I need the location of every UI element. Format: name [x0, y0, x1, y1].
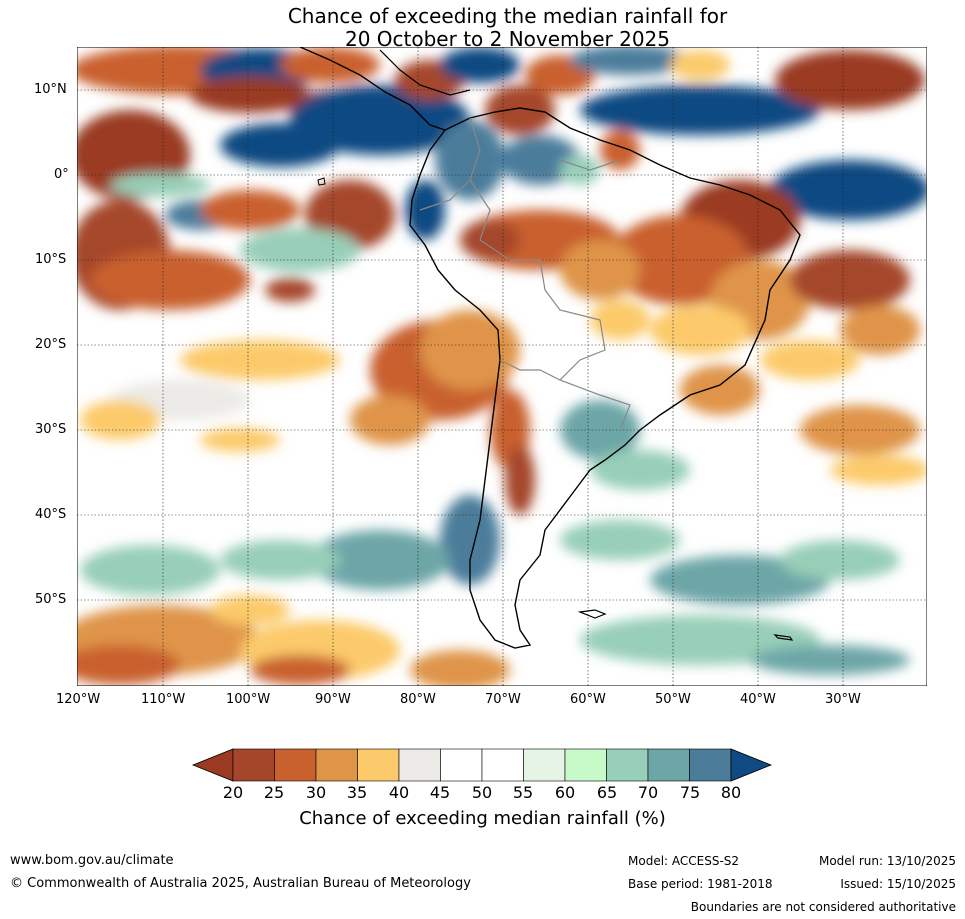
south-america-coastline [409, 107, 801, 649]
colorbar-tick: 25 [263, 783, 285, 802]
lon-label: 100°W [226, 692, 271, 707]
colorbar-segment [357, 748, 400, 782]
lat-label: 50°S [35, 592, 67, 607]
lon-label: 40°W [740, 692, 776, 707]
footer-url[interactable]: www.bom.gov.au/climate [10, 853, 174, 868]
lon-label: 110°W [141, 692, 186, 707]
colorbar-tick: 40 [388, 783, 410, 802]
colorbar-segment [315, 748, 358, 782]
lon-label: 80°W [400, 692, 436, 707]
colorbar-tick: 30 [305, 783, 327, 802]
lon-label: 50°W [655, 692, 691, 707]
footer-model: Model: ACCESS-S2 [628, 854, 740, 868]
footer-model-run: Model run: 13/10/2025 [818, 854, 956, 868]
falkland-islands [577, 609, 607, 619]
colorbar-tick: 80 [720, 783, 742, 802]
probability-field [77, 47, 927, 686]
south-georgia [773, 634, 794, 641]
caribbean-coastline [379, 49, 471, 96]
graticule [77, 47, 927, 686]
colorbar-segment [523, 748, 566, 782]
map-field [77, 47, 927, 686]
colorbar-segment [689, 748, 732, 782]
footer-issued: Issued: 15/10/2025 [840, 877, 956, 891]
colorbar-segment [398, 748, 441, 782]
colorbar-tick: 70 [637, 783, 659, 802]
colorbar-tick: 75 [679, 783, 701, 802]
lat-label: 10°S [35, 252, 67, 267]
lat-label: 30°S [35, 422, 67, 437]
colorbar-tick: 55 [512, 783, 534, 802]
footer-base-period: Base period: 1981-2018 [628, 877, 773, 891]
lat-label: 20°S [35, 337, 67, 352]
lat-label: 10°N [34, 82, 67, 97]
lat-label: 40°S [35, 507, 67, 522]
lon-label: 60°W [570, 692, 606, 707]
lon-label: 120°W [56, 692, 101, 707]
footer-copyright: © Commonwealth of Australia 2025, Austra… [10, 876, 471, 891]
colorbar-tick: 50 [471, 783, 493, 802]
colorbar-segment [647, 748, 690, 782]
colorbar-segment [274, 748, 317, 782]
colorbar-tick: 20 [222, 783, 244, 802]
colorbar-label: Chance of exceeding median rainfall (%) [299, 808, 666, 829]
colorbar-under-arrow [191, 748, 234, 782]
colorbar-tick: 60 [554, 783, 576, 802]
colorbar-over-arrow [730, 748, 773, 782]
central-america-coastline [299, 47, 446, 131]
country-borders [419, 117, 631, 431]
lon-label: 90°W [315, 692, 351, 707]
colorbar-tick: 35 [346, 783, 368, 802]
colorbar-segment [440, 748, 483, 782]
colorbar-segment [481, 748, 524, 782]
colorbar-tick: 45 [429, 783, 451, 802]
galapagos [317, 177, 326, 186]
lon-label: 70°W [485, 692, 521, 707]
colorbar [191, 748, 773, 782]
colorbar-tick: 65 [596, 783, 618, 802]
lon-label: 30°W [825, 692, 861, 707]
footer-disclaimer: Boundaries are not considered authoritat… [690, 900, 956, 914]
lat-label: 0° [54, 167, 69, 182]
colorbar-segment [606, 748, 649, 782]
map-title-line1: Chance of exceeding the median rainfall … [287, 4, 728, 28]
colorbar-segment [564, 748, 607, 782]
map-title-line2: 20 October to 2 November 2025 [344, 27, 671, 51]
colorbar-segment [232, 748, 275, 782]
